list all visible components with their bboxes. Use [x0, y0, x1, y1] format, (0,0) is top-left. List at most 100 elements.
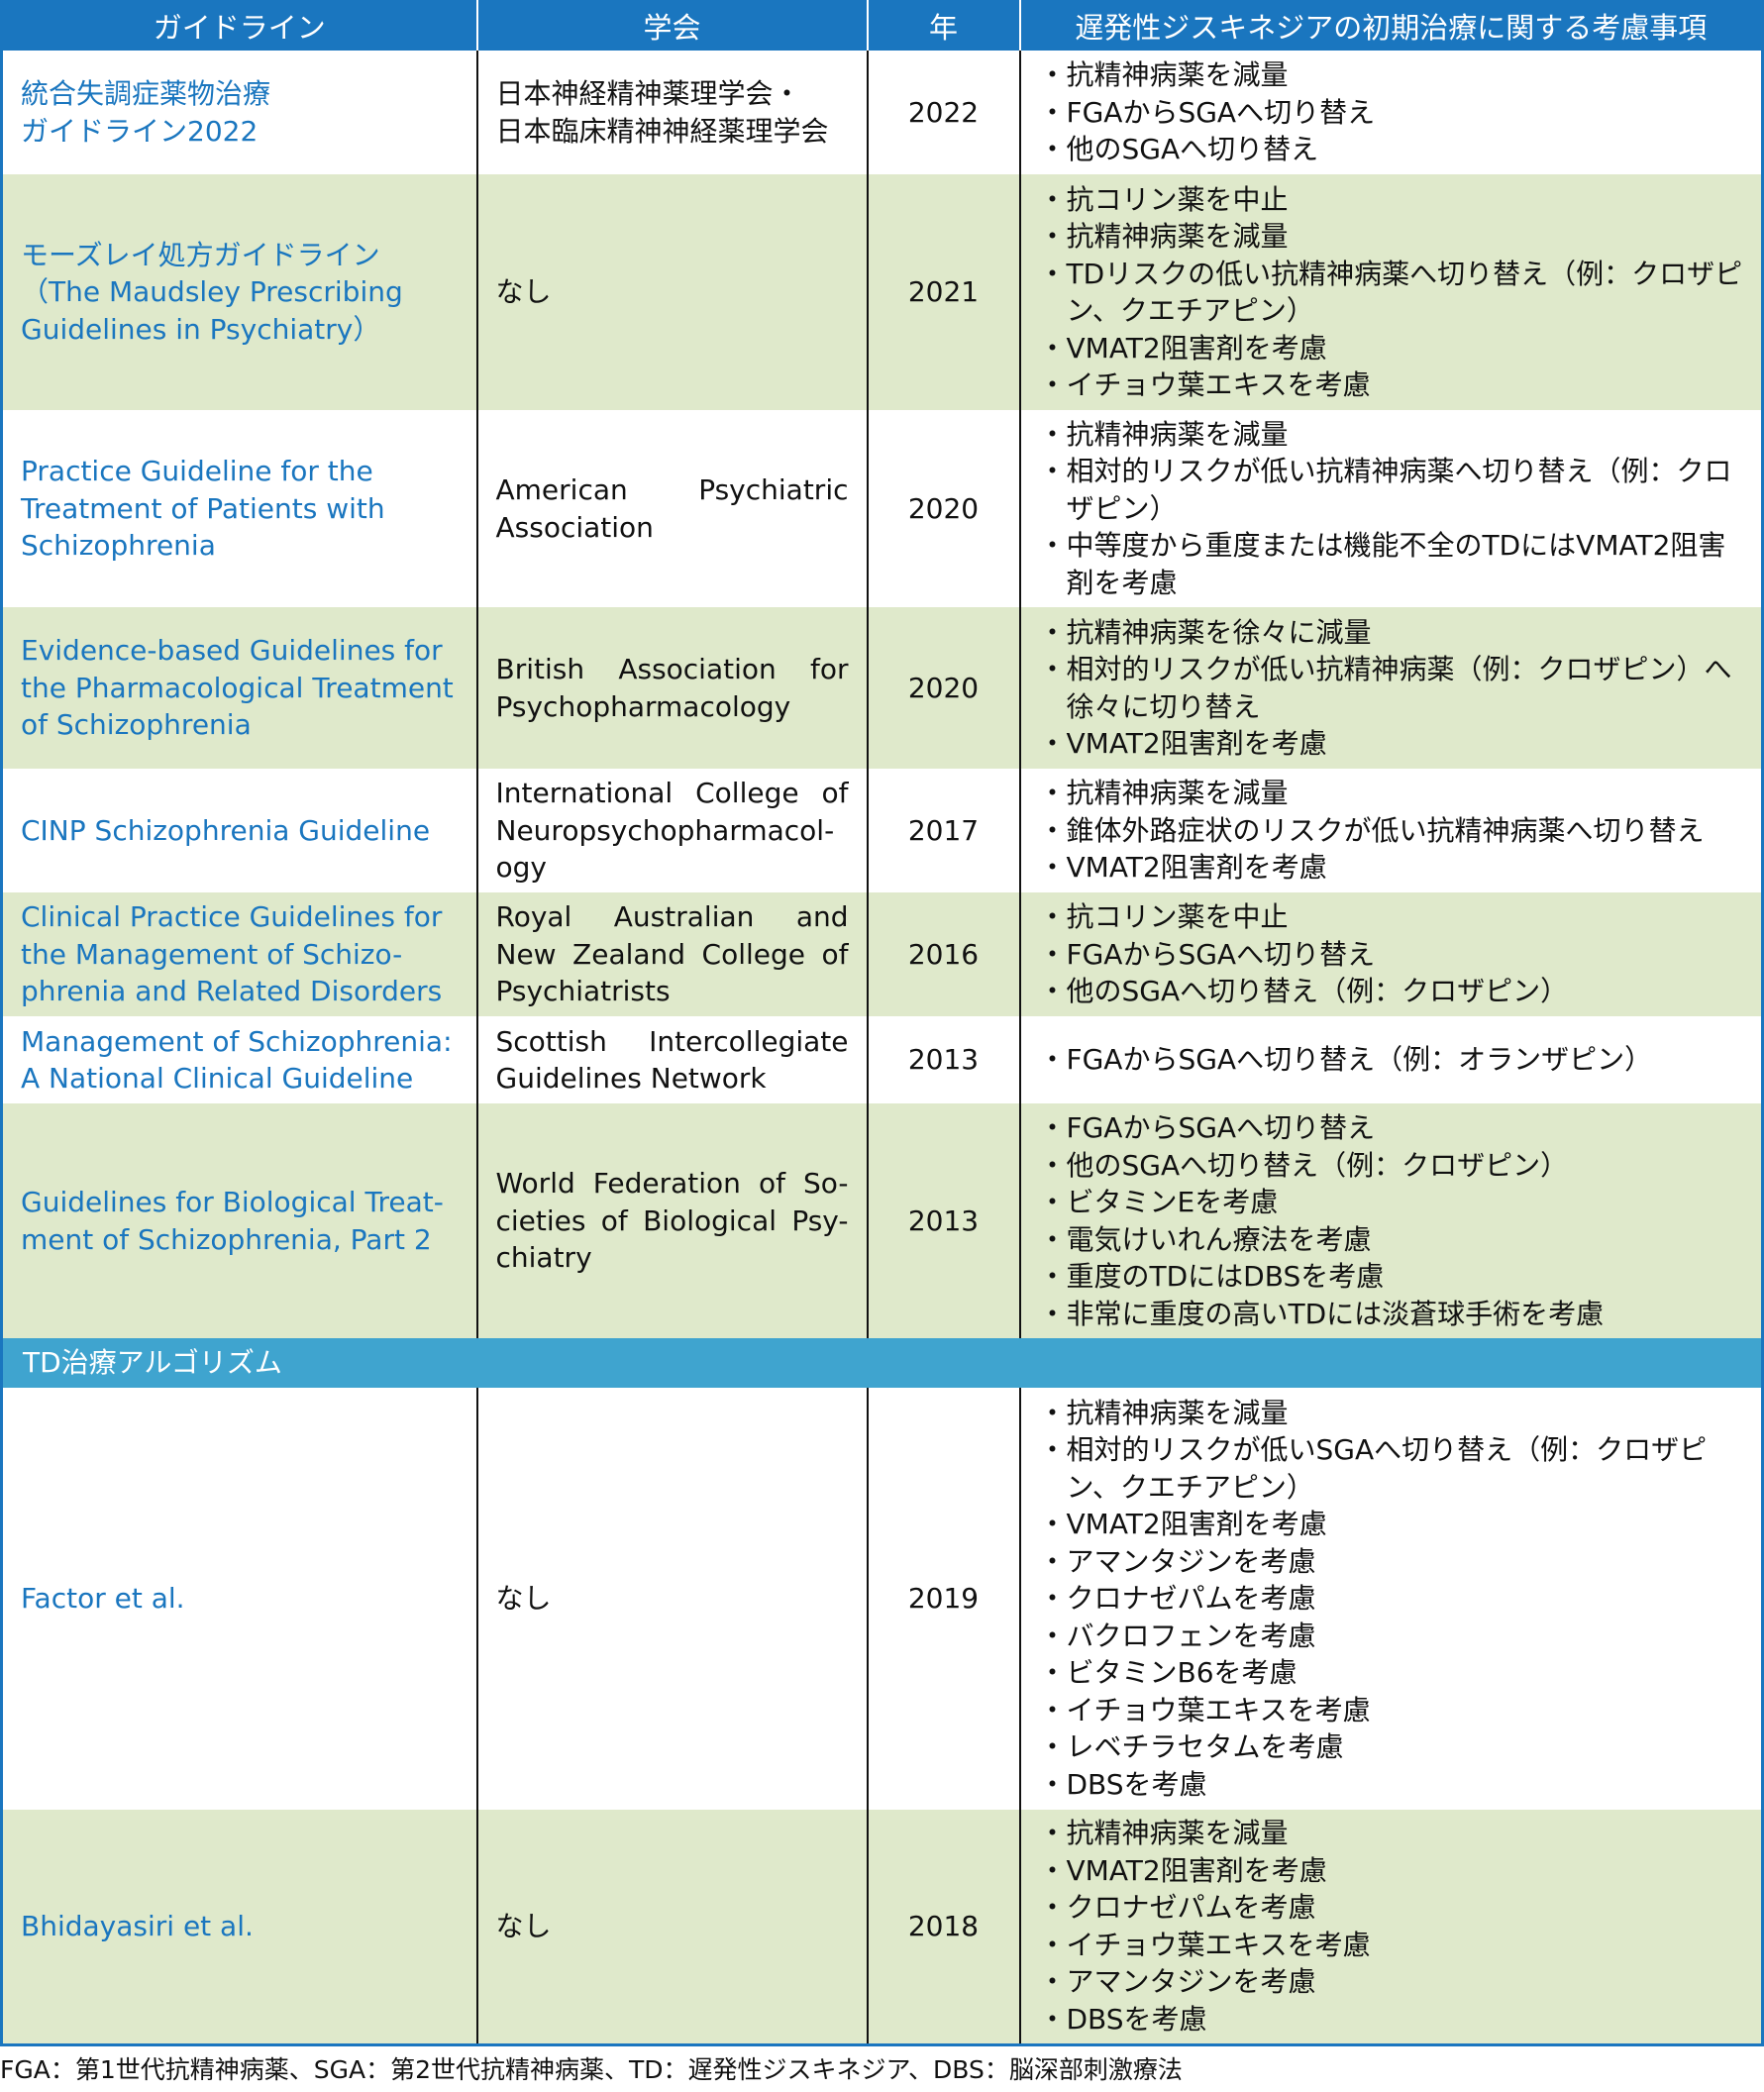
considerations-cell: 抗精神病薬を減量相対的リスクが低いSGAへ切り替え（例：クロザピン、クエチアピン…: [1018, 1388, 1763, 1810]
table-row: 統合失調症薬物治療 ガイドライン2022 日本神経精神薬理学会・ 日本臨床精神神経…: [2, 51, 1763, 174]
list-item: 抗コリン薬を中止: [1039, 898, 1744, 936]
list-item: 電気けいれん療法を考慮: [1039, 1221, 1744, 1259]
list-item: アマンタジンを考慮: [1039, 1963, 1744, 2001]
year-cell: 2020: [866, 410, 1020, 607]
list-item: TDリスクの低い抗精神病薬へ切り替え（例：クロザピン、クエチアピン）: [1039, 256, 1744, 330]
list-item: 相対的リスクが低いSGAへ切り替え（例：クロザピン、クエチアピン）: [1039, 1431, 1744, 1506]
list-item: VMAT2阻害剤を考慮: [1039, 725, 1744, 763]
year-cell: 2020: [866, 607, 1020, 769]
considerations-list: FGAからSGAへ切り替え他のSGAへ切り替え（例：クロザピン）ビタミンEを考慮…: [1039, 1109, 1744, 1332]
list-item: 他のSGAへ切り替え: [1039, 131, 1744, 168]
list-item: VMAT2阻害剤を考慮: [1039, 1506, 1744, 1543]
list-item: DBSを考慮: [1039, 2001, 1744, 2039]
considerations-list: FGAからSGAへ切り替え（例：オランザピン）: [1039, 1041, 1744, 1079]
society-cell: World Federation of So-cieties of Biolog…: [475, 1103, 868, 1338]
society-cell: 日本神経精神薬理学会・ 日本臨床精神神経薬理学会: [475, 51, 868, 174]
list-item: 相対的リスクが低い抗精神病薬へ切り替え（例：クロザピン）: [1039, 453, 1744, 527]
considerations-cell: 抗精神病薬を減量FGAからSGAへ切り替え他のSGAへ切り替え: [1018, 51, 1763, 174]
year-cell: 2018: [866, 1810, 1020, 2044]
considerations-list: 抗精神病薬を減量VMAT2阻害剤を考慮クロナゼパムを考慮イチョウ葉エキスを考慮ア…: [1039, 1815, 1744, 2038]
guideline-link[interactable]: モーズレイ処方ガイドライン（The Maudsley Prescribing G…: [1, 174, 477, 410]
society-cell: なし: [475, 1388, 868, 1810]
considerations-list: 抗精神病薬を減量相対的リスクが低いSGAへ切り替え（例：クロザピン、クエチアピン…: [1039, 1395, 1744, 1804]
guideline-link[interactable]: Guidelines for Biological Treat-ment of …: [1, 1103, 477, 1338]
list-item: FGAからSGAへ切り替え（例：オランザピン）: [1039, 1041, 1744, 1079]
considerations-cell: 抗精神病薬を徐々に減量相対的リスクが低い抗精神病薬（例：クロザピン）へ徐々に切り…: [1018, 607, 1763, 769]
considerations-cell: FGAからSGAへ切り替え他のSGAへ切り替え（例：クロザピン）ビタミンEを考慮…: [1018, 1103, 1763, 1338]
guideline-link[interactable]: 統合失調症薬物治療 ガイドライン2022: [21, 77, 271, 148]
table-row: Clinical Practice Guidelines for the Man…: [1, 892, 1763, 1016]
footnote: FGA：第1世代抗精神病薬、SGA：第2世代抗精神病薬、TD：遅発性ジスキネジア…: [0, 2054, 1183, 2084]
list-item: ビタミンB6を考慮: [1039, 1654, 1744, 1692]
considerations-list: 抗精神病薬を徐々に減量相対的リスクが低い抗精神病薬（例：クロザピン）へ徐々に切り…: [1039, 614, 1744, 763]
year-cell: 2013: [866, 1016, 1020, 1103]
guideline-link[interactable]: Practice Guideline for the Treatment of …: [21, 455, 385, 563]
list-item: イチョウ葉エキスを考慮: [1039, 366, 1744, 404]
header-considerations: 遅発性ジスキネジアの初期治療に関する考慮事項: [1018, 0, 1763, 51]
list-item: FGAからSGAへ切り替え: [1039, 936, 1744, 974]
header-society: 学会: [475, 0, 868, 51]
list-item: 抗精神病薬を減量: [1039, 775, 1744, 812]
considerations-list: 抗精神病薬を減量相対的リスクが低い抗精神病薬へ切り替え（例：クロザピン）中等度か…: [1039, 416, 1744, 602]
year-cell: 2013: [866, 1103, 1020, 1338]
header-year: 年: [866, 0, 1020, 51]
society-cell: Royal Australian and New Zealand College…: [475, 892, 868, 1016]
list-item: レベチラセタムを考慮: [1039, 1728, 1744, 1766]
list-item: 重度のTDにはDBSを考慮: [1039, 1258, 1744, 1296]
list-item: DBSを考慮: [1039, 1766, 1744, 1804]
list-item: 抗精神病薬を減量: [1039, 1815, 1744, 1852]
year-cell: 2016: [866, 892, 1020, 1016]
table-row: Management of Schizophrenia: A National …: [2, 1016, 1763, 1103]
considerations-cell: 抗コリン薬を中止FGAからSGAへ切り替え他のSGAへ切り替え（例：クロザピン）: [1018, 892, 1763, 1016]
considerations-cell: FGAからSGAへ切り替え（例：オランザピン）: [1018, 1016, 1763, 1103]
table-row: Factor et al.なし2019抗精神病薬を減量相対的リスクが低いSGAへ…: [2, 1388, 1763, 1810]
considerations-list: 抗精神病薬を減量FGAからSGAへ切り替え他のSGAへ切り替え: [1039, 56, 1744, 168]
list-item: 錐体外路症状のリスクが低い抗精神病薬へ切り替え: [1039, 812, 1744, 850]
list-item: FGAからSGAへ切り替え: [1039, 94, 1744, 132]
considerations-cell: 抗精神病薬を減量相対的リスクが低い抗精神病薬へ切り替え（例：クロザピン）中等度か…: [1018, 410, 1763, 607]
header-guideline: ガイドライン: [1, 0, 477, 51]
considerations-list: 抗コリン薬を中止抗精神病薬を減量TDリスクの低い抗精神病薬へ切り替え（例：クロザ…: [1039, 181, 1744, 404]
year-cell: 2017: [866, 769, 1020, 892]
list-item: 他のSGAへ切り替え（例：クロザピン）: [1039, 973, 1744, 1010]
list-item: バクロフェンを考慮: [1039, 1618, 1744, 1655]
list-item: 抗精神病薬を減量: [1039, 56, 1744, 94]
guideline-link[interactable]: Clinical Practice Guidelines for the Man…: [1, 892, 477, 1016]
society-cell: なし: [475, 1810, 868, 2044]
header-row: ガイドライン 学会 年 遅発性ジスキネジアの初期治療に関する考慮事項: [1, 0, 1763, 51]
list-item: 抗精神病薬を減量: [1039, 416, 1744, 454]
society-cell: British Association for Psychopharmacolo…: [475, 607, 868, 769]
guideline-link[interactable]: Management of Schizophrenia: A National …: [21, 1024, 453, 1096]
table-row: Evidence-based Guidelines for the Pharma…: [1, 607, 1763, 769]
table-row: Guidelines for Biological Treat-ment of …: [1, 1103, 1763, 1338]
list-item: 抗コリン薬を中止: [1039, 181, 1744, 219]
list-item: クロナゼパムを考慮: [1039, 1889, 1744, 1927]
guideline-table: ガイドライン 学会 年 遅発性ジスキネジアの初期治療に関する考慮事項 統合失調症…: [0, 0, 1764, 2046]
society-cell: American Psychiatric Association: [475, 410, 868, 607]
list-item: イチョウ葉エキスを考慮: [1039, 1692, 1744, 1729]
section-row: TD治療アルゴリズム: [1, 1338, 1763, 1388]
considerations-list: 抗コリン薬を中止FGAからSGAへ切り替え他のSGAへ切り替え（例：クロザピン）: [1039, 898, 1744, 1010]
society-cell: Scottish Intercollegiate Guidelines Netw…: [475, 1016, 868, 1103]
table-row: Practice Guideline for the Treatment of …: [2, 410, 1763, 607]
society-cell: なし: [475, 174, 868, 410]
list-item: イチョウ葉エキスを考慮: [1039, 1927, 1744, 1964]
guideline-link[interactable]: Factor et al.: [21, 1582, 185, 1616]
list-item: 抗精神病薬を徐々に減量: [1039, 614, 1744, 652]
guideline-link[interactable]: Bhidayasiri et al.: [1, 1810, 477, 2044]
considerations-cell: 抗コリン薬を中止抗精神病薬を減量TDリスクの低い抗精神病薬へ切り替え（例：クロザ…: [1018, 174, 1763, 410]
list-item: 抗精神病薬を減量: [1039, 218, 1744, 256]
society-cell: International College of Neuropsychophar…: [475, 769, 868, 892]
table-row: Bhidayasiri et al.なし2018抗精神病薬を減量VMAT2阻害剤…: [1, 1810, 1763, 2044]
list-item: FGAからSGAへ切り替え: [1039, 1109, 1744, 1147]
list-item: 抗精神病薬を減量: [1039, 1395, 1744, 1432]
list-item: 相対的リスクが低い抗精神病薬（例：クロザピン）へ徐々に切り替え: [1039, 651, 1744, 725]
guideline-link[interactable]: CINP Schizophrenia Guideline: [21, 813, 431, 847]
year-cell: 2019: [866, 1388, 1020, 1810]
considerations-cell: 抗精神病薬を減量錐体外路症状のリスクが低い抗精神病薬へ切り替えVMAT2阻害剤を…: [1018, 769, 1763, 892]
considerations-cell: 抗精神病薬を減量VMAT2阻害剤を考慮クロナゼパムを考慮イチョウ葉エキスを考慮ア…: [1018, 1810, 1763, 2044]
table-row: モーズレイ処方ガイドライン（The Maudsley Prescribing G…: [1, 174, 1763, 410]
list-item: VMAT2阻害剤を考慮: [1039, 849, 1744, 887]
guideline-link[interactable]: Evidence-based Guidelines for the Pharma…: [1, 607, 477, 769]
list-item: VMAT2阻害剤を考慮: [1039, 330, 1744, 367]
